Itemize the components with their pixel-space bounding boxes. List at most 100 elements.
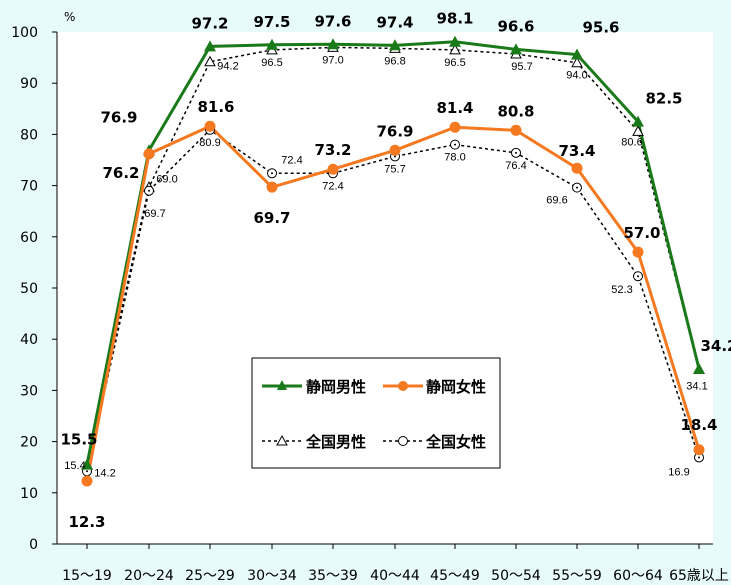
data-label-s2: 80.6 (621, 136, 642, 148)
data-label-s0: 96.6 (497, 17, 534, 35)
marker-s1 (327, 163, 339, 175)
data-label-s3: 75.7 (384, 163, 405, 175)
data-label-s3: 76.4 (505, 160, 526, 172)
data-label-s2: 15.4 (64, 460, 85, 472)
x-tick-label: 30～34 (247, 568, 297, 584)
data-label-s3: 16.9 (668, 466, 689, 478)
data-label-s0: 97.6 (314, 12, 351, 30)
marker-s0 (693, 362, 705, 374)
marker-s0 (327, 38, 339, 50)
series-line-3 (86, 128, 700, 472)
x-tick-label: 50～54 (491, 568, 541, 584)
marker-s1 (571, 162, 583, 174)
legend-marker-national-male (276, 434, 288, 446)
data-label-s0: 95.6 (582, 19, 619, 37)
data-label-s2: 94.0 (566, 70, 587, 82)
marker-s2 (449, 43, 461, 55)
data-label-s1: 57.0 (623, 224, 660, 242)
data-label-s2: 95.7 (511, 61, 532, 73)
legend-marker-shizuoka-male (277, 380, 287, 390)
data-label-s3: 80.9 (199, 137, 220, 149)
data-label-s2: 96.5 (261, 57, 282, 69)
legend-label-national-female: 全国女性 (425, 433, 486, 451)
y-tick-label: 60 (20, 230, 38, 246)
marker-s0 (449, 35, 461, 47)
data-label-s3: 72.4 (281, 154, 302, 166)
data-label-s1: 76.2 (102, 164, 139, 182)
marker-s0 (266, 38, 278, 50)
data-label-s1: 69.7 (253, 209, 290, 227)
data-label-s2: 96.5 (444, 57, 465, 69)
y-tick-label: 20 (20, 435, 38, 451)
data-label-s2: 69.7 (144, 208, 165, 220)
x-tick-label: 15～19 (62, 568, 112, 584)
data-label-s0: 34.2 (700, 337, 731, 355)
data-label-s0: 98.1 (436, 10, 473, 28)
legend-marker-national-female (398, 436, 408, 446)
legend-box (251, 357, 501, 469)
y-axis-ticks: 0 10 20 30 40 50 60 70 80 90 100 (11, 25, 57, 553)
data-label-s3: 14.2 (94, 467, 115, 479)
series-markers (81, 35, 705, 487)
marker-s0 (204, 40, 216, 52)
marker-dot-s3 (637, 275, 639, 278)
data-label-s3: 78.0 (444, 152, 465, 164)
x-tick-label: 20～24 (124, 568, 174, 584)
x-tick-label: 35～39 (308, 568, 358, 584)
data-label-s3: 69.0 (156, 174, 177, 186)
marker-s2 (571, 56, 583, 68)
data-label-s3: 69.6 (546, 195, 567, 207)
marker-s1 (510, 124, 522, 136)
y-tick-label: 100 (11, 25, 38, 41)
data-label-s0: 97.2 (191, 14, 228, 32)
marker-dot-s3 (454, 143, 456, 146)
data-label-s0: 15.5 (60, 431, 97, 449)
data-label-s1: 80.8 (497, 102, 534, 120)
marker-s1 (266, 181, 278, 193)
marker-dot-s3 (698, 456, 700, 459)
data-label-s1: 81.4 (436, 99, 473, 117)
x-tick-label: 65歳以上 (669, 568, 729, 584)
data-label-s0: 97.4 (376, 13, 413, 31)
y-tick-label: 50 (20, 281, 38, 297)
data-label-s0: 76.9 (100, 108, 137, 126)
legend: 静岡男性 静岡女性 全国男性 全国女性 (251, 357, 501, 469)
marker-s0 (571, 48, 583, 60)
data-label-s1: 76.9 (376, 122, 413, 140)
marker-s0 (81, 458, 93, 470)
data-label-s0: 97.5 (253, 13, 290, 31)
y-tick-label: 30 (20, 383, 38, 399)
marker-s0 (510, 43, 522, 55)
y-tick-label: 10 (20, 486, 38, 502)
marker-s0 (632, 115, 644, 127)
x-tick-label: 60～64 (613, 568, 663, 584)
data-label-s3: 52.3 (611, 284, 632, 296)
marker-s1 (632, 246, 644, 258)
marker-s1 (81, 475, 93, 487)
legend-label-shizuoka-male: 静岡男性 (306, 378, 366, 396)
marker-dot-s3 (394, 155, 396, 158)
marker-dot-s3 (515, 151, 517, 154)
x-tick-label: 40～44 (370, 568, 420, 584)
data-label-s1: 81.6 (197, 98, 234, 116)
legend-marker-shizuoka-female (398, 381, 408, 391)
x-axis-ticks: 15～19 20～24 25～29 30～34 35～39 40～44 45～49 50～54… (62, 544, 729, 584)
data-label-s3: 72.4 (322, 180, 343, 192)
y-unit-label: % (64, 10, 75, 24)
y-tick-label: 70 (20, 179, 38, 195)
marker-s0 (389, 39, 401, 51)
legend-label-shizuoka-female: 静岡女性 (426, 378, 486, 396)
data-labels: 15.5 76.9 97.2 97.5 97.6 97.4 98.1 96.6 95.6 82.5… (60, 10, 731, 531)
marker-s1 (449, 121, 461, 133)
data-label-s1: 12.3 (68, 513, 105, 531)
marker-s1 (143, 148, 155, 160)
marker-dot-s3 (271, 172, 273, 175)
legend-label-national-male: 全国男性 (305, 433, 366, 451)
marker-s1 (204, 120, 216, 132)
data-label-s1: 18.4 (680, 416, 717, 434)
data-label-s2: 97.0 (322, 54, 343, 66)
y-tick-label: 0 (29, 537, 38, 553)
marker-dot-s3 (86, 470, 88, 473)
x-tick-label: 25～29 (185, 568, 235, 584)
